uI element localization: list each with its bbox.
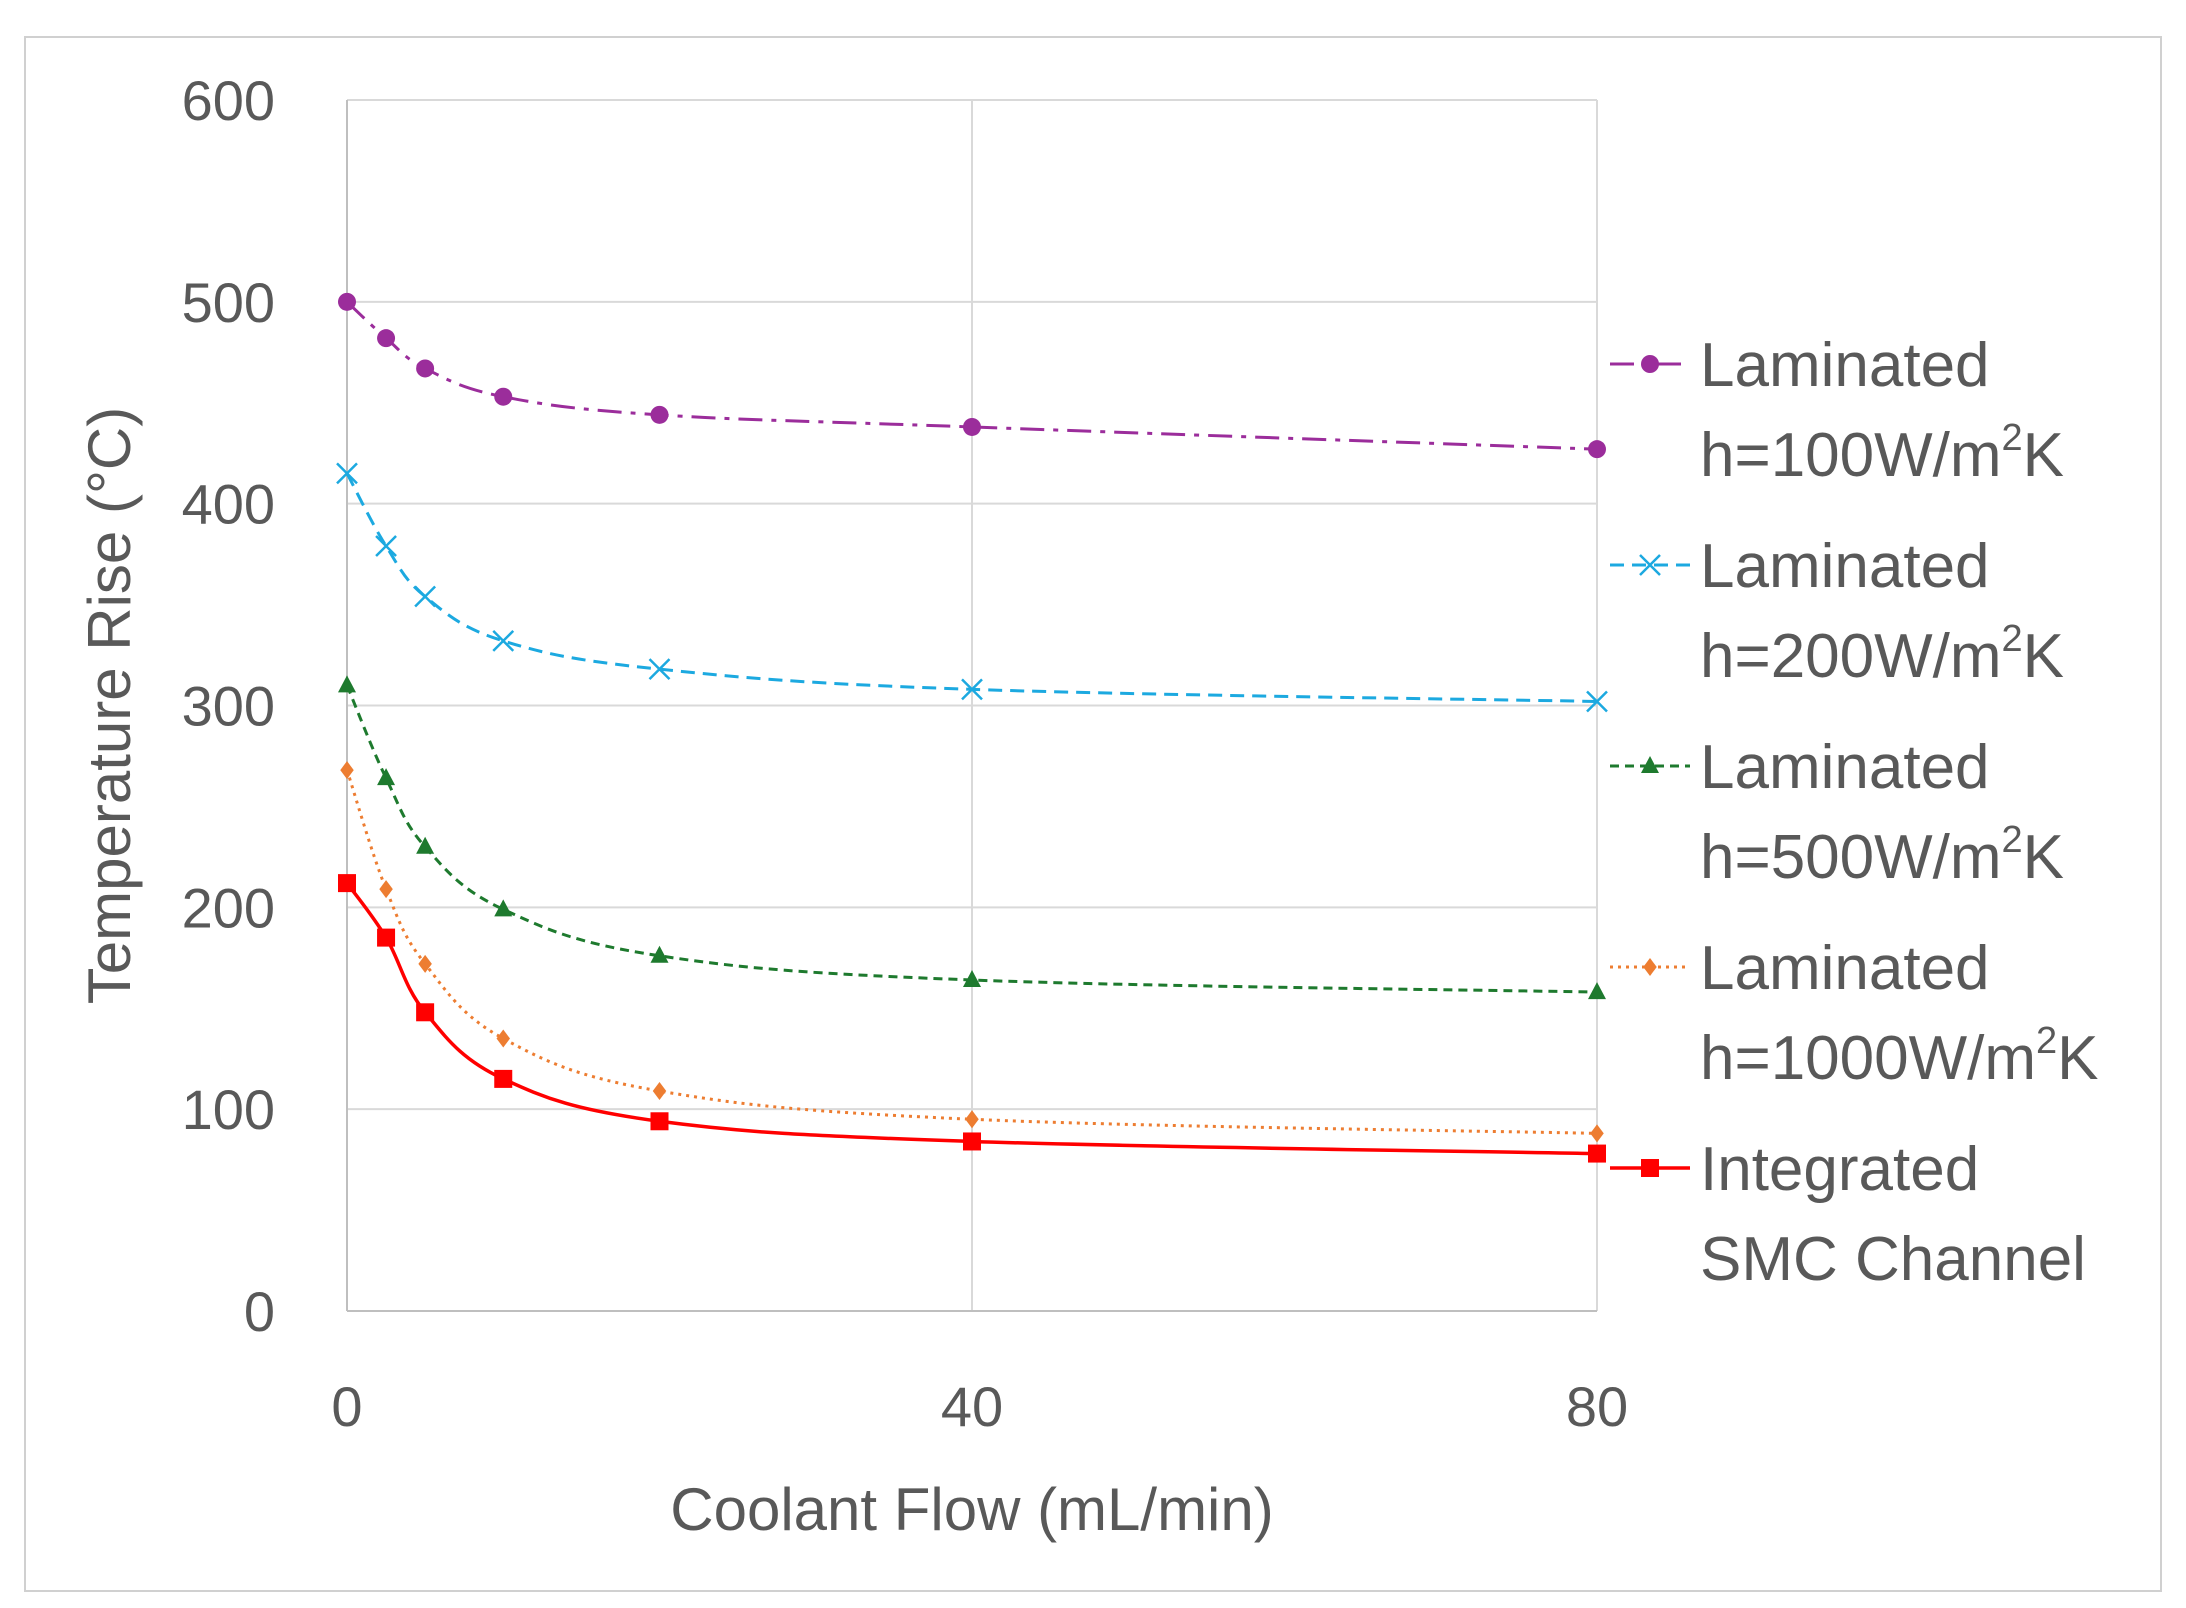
- series-2: [338, 675, 1606, 1000]
- series-4: [338, 874, 1606, 1163]
- series-1-point-1: [375, 535, 397, 557]
- series-2-line: [345, 684, 1598, 994]
- series-4-point-2: [416, 1003, 435, 1022]
- legend-2-label-line2: h=500W/m2K: [1700, 819, 2064, 892]
- legend-3-label-line2: h=1000W/m2K: [1700, 1020, 2099, 1093]
- series-0: [338, 292, 1606, 459]
- y-tick-label-300: 300: [182, 675, 275, 738]
- series-4-point-0: [338, 874, 356, 893]
- legend-3-label-superscript: 2: [2036, 1020, 2057, 1062]
- legend-1-label-superscript: 2: [2002, 618, 2023, 660]
- legend-0-label-line2-main: h=100W/m: [1700, 421, 2002, 490]
- legend-item-0: Laminated h=100W/m2K: [1610, 331, 2064, 490]
- y-tick-label-100: 100: [182, 1078, 275, 1141]
- legend-1-label-suffix: K: [2023, 622, 2064, 691]
- legend-2-label-line2-main: h=500W/m: [1700, 823, 2002, 892]
- series-3: [340, 761, 1604, 1143]
- y-tick-label-200: 200: [182, 876, 275, 939]
- legend-0-label-suffix: K: [2023, 421, 2064, 490]
- legend-1-label-line1: Laminated: [1700, 532, 1990, 601]
- series-4-line: [345, 882, 1598, 1156]
- series-1-point-0: [336, 462, 358, 485]
- chart-frame: [24, 36, 2162, 1592]
- series-0-point-1: [377, 329, 396, 348]
- legend-4-label-line2: SMC Channel: [1700, 1225, 2086, 1294]
- series-0-point-2: [416, 359, 435, 378]
- legend-item-4: Integrated SMC Channel: [1610, 1135, 2086, 1294]
- series-3-point-3: [496, 1029, 510, 1048]
- legend-3-marker: [1643, 958, 1657, 976]
- y-tick-label-500: 500: [182, 271, 275, 334]
- series-2-point-3: [494, 899, 513, 917]
- series-1: [336, 462, 1608, 713]
- series-0-point-5: [963, 417, 981, 436]
- legend-2-label-superscript: 2: [2002, 819, 2023, 861]
- legend-item-3: Laminated h=1000W/m2K: [1610, 934, 2099, 1093]
- series-1-point-2: [414, 585, 437, 608]
- series-2-point-4: [650, 945, 669, 963]
- series-3-point-0: [340, 761, 354, 780]
- legend-2-marker: [1641, 756, 1659, 773]
- series-0-point-0: [338, 292, 356, 311]
- series-3-point-5: [965, 1110, 979, 1129]
- legend-1-marker: [1639, 554, 1661, 576]
- series-0-point-6: [1588, 440, 1606, 459]
- series-1-point-3: [492, 630, 515, 652]
- series-0-point-4: [650, 405, 669, 424]
- series-group: [336, 292, 1608, 1163]
- y-tick-label-400: 400: [182, 473, 275, 536]
- legend-4-label-line2-main: SMC Channel: [1700, 1225, 2086, 1294]
- legend-3-label-suffix: K: [2057, 1024, 2098, 1093]
- legend-2-label-line1: Laminated: [1700, 733, 1990, 802]
- series-2-point-5: [963, 969, 981, 987]
- legend-0-label-line2: h=100W/m2K: [1700, 417, 2064, 490]
- series-2-point-1: [377, 768, 396, 786]
- series-1-point-6: [1586, 690, 1608, 713]
- series-3-line: [345, 769, 1598, 1135]
- legend-1-label-line2-main: h=200W/m: [1700, 622, 2002, 691]
- series-1-point-5: [961, 678, 983, 701]
- series-4-point-3: [494, 1069, 513, 1088]
- x-tick-label-80: 80: [1566, 1375, 1628, 1438]
- legend-0-label-line1: Laminated: [1700, 331, 1990, 400]
- series-1-point-4: [648, 658, 671, 681]
- y-tick-label-0: 0: [244, 1280, 275, 1343]
- x-axis-title: Coolant Flow (mL/min): [670, 1476, 1274, 1543]
- x-tick-label-40: 40: [941, 1375, 1003, 1438]
- y-tick-label-600: 600: [182, 69, 275, 132]
- series-3-point-4: [652, 1082, 667, 1101]
- legend-1-label-line2: h=200W/m2K: [1700, 618, 2064, 691]
- series-3-point-1: [379, 880, 393, 899]
- legend-4-label-line1: Integrated: [1700, 1135, 1979, 1204]
- y-axis-title: Temperature Rise (°C): [76, 407, 143, 1004]
- legend-3-label-line2-main: h=1000W/m: [1700, 1024, 2036, 1093]
- grid: [346, 99, 1598, 1312]
- legend-item-2: Laminated h=500W/m2K: [1610, 733, 2064, 892]
- series-3-point-2: [418, 954, 432, 973]
- series-4-point-5: [963, 1132, 981, 1151]
- series-4-point-4: [650, 1112, 669, 1131]
- series-2-point-0: [338, 675, 356, 693]
- series-2-point-2: [416, 836, 435, 854]
- legend-2-label-suffix: K: [2023, 823, 2064, 892]
- legend: Laminatedh=100W/m2KLaminatedh=200W/m2KLa…: [1610, 331, 2099, 1294]
- series-4-point-6: [1588, 1144, 1606, 1163]
- series-0-point-3: [494, 387, 513, 406]
- x-tick-label-0: 0: [331, 1375, 362, 1438]
- axes: 0 100 200 300 400 500 600 0 40 80 Coolant Flow (mL…: [76, 69, 1628, 1543]
- legend-0-marker: [1641, 355, 1659, 373]
- legend-0-label-superscript: 2: [2002, 417, 2023, 459]
- series-3-point-6: [1590, 1124, 1604, 1143]
- series-4-point-1: [377, 928, 396, 947]
- legend-3-label-line1: Laminated: [1700, 934, 1990, 1003]
- legend-4-marker: [1641, 1159, 1659, 1177]
- legend-item-1: Laminated h=200W/m2K: [1610, 532, 2064, 691]
- series-2-point-6: [1588, 982, 1606, 1000]
